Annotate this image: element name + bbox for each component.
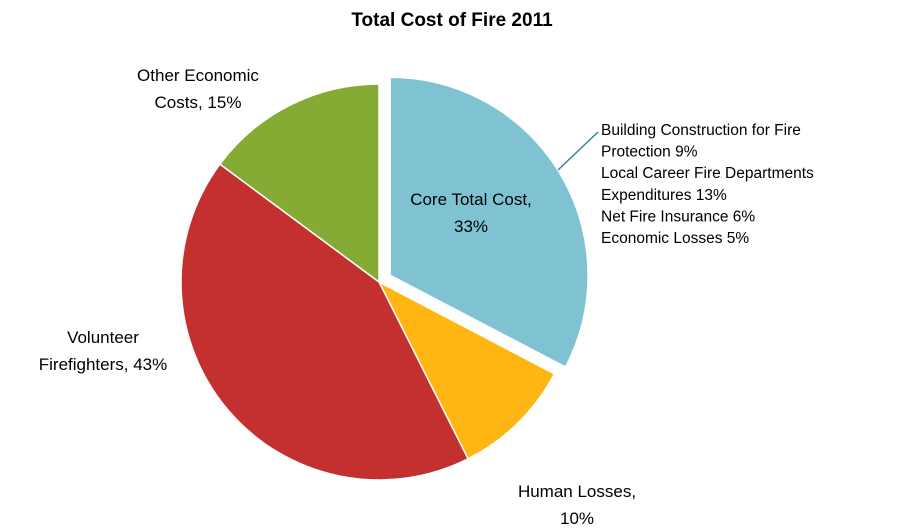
slice-label-human-losses-line-2: 10% xyxy=(560,509,594,528)
annotation-line-2: Protection 9% xyxy=(601,144,698,161)
pie-slice-volunteer-firefighters xyxy=(180,163,470,481)
slice-label-core-total-cost-line-2: 33% xyxy=(454,217,488,236)
annotation-line-1: Building Construction for Fire xyxy=(601,122,801,139)
slice-label-human-losses-line-1: Human Losses, xyxy=(518,482,636,501)
annotation-line-5: Net Fire Insurance 6% xyxy=(601,208,755,225)
pie-slice-human-losses xyxy=(377,280,556,460)
slice-label-other-economic-costs-line-2: Costs, 15% xyxy=(155,93,242,112)
pie-slice-other-economic-costs xyxy=(218,83,380,284)
annotation-line-3: Local Career Fire Departments xyxy=(601,165,814,182)
annotation-line-6: Economic Losses 5% xyxy=(601,230,749,247)
annotation-leader-line xyxy=(557,131,599,171)
chart-title: Total Cost of Fire 2011 xyxy=(351,10,553,31)
slice-label-volunteer-firefighters-line-2: Firefighters, 43% xyxy=(39,355,168,374)
slice-label-volunteer-firefighters-line-1: Volunteer xyxy=(67,328,139,347)
pie-slice-core-total-cost xyxy=(389,76,589,369)
slice-label-other-economic-costs-line-1: Other Economic xyxy=(137,66,259,85)
annotation-line-4: Expenditures 13% xyxy=(601,187,727,204)
slice-label-core-total-cost-line-1: Core Total Cost, xyxy=(410,190,532,209)
